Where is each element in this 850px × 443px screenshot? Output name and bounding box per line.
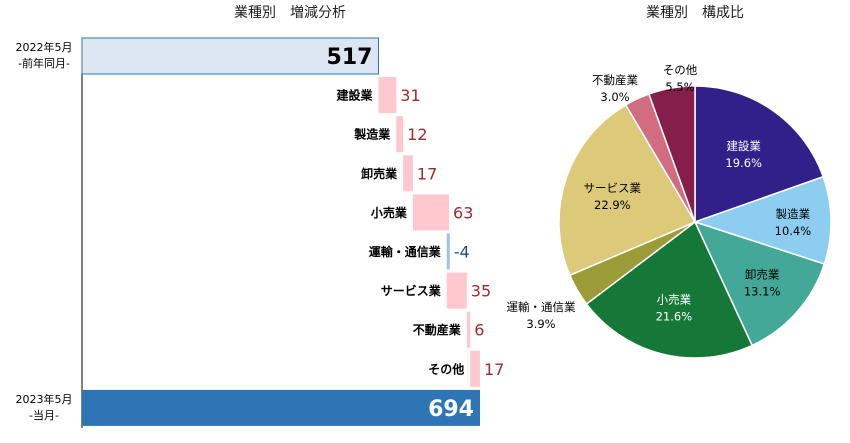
pie-category-label: その他	[663, 63, 698, 77]
pie-category-label: 不動産業	[592, 73, 638, 87]
pie-marks: 建設業 19.6% 製造業 10.4% 卸売業 13.1% 小売業 21.6% 運輸・通信業 3.…	[507, 63, 832, 359]
bar-start	[81, 37, 379, 75]
pie-percent-label: 3.9%	[526, 317, 555, 331]
pie-percent-label: 21.6%	[656, 309, 693, 323]
pie-category-label: 小売業	[657, 292, 692, 306]
bar-3	[403, 155, 413, 192]
delta-value-label: 31	[400, 86, 420, 105]
bar-4	[412, 194, 450, 231]
category-label: 製造業	[353, 127, 391, 142]
delta-value-label: 17	[417, 164, 437, 183]
pie-percent-label: 10.4%	[775, 224, 812, 238]
delta-value-label: 6	[474, 321, 484, 340]
category-label: 運輸・通信業	[369, 244, 442, 259]
pie-slice-3	[693, 220, 826, 347]
delta-value-label: 63	[453, 203, 473, 222]
waterfall-title: 業種別 増減分析	[234, 4, 346, 21]
pie-title: 業種別 構成比	[646, 5, 744, 21]
waterfall-marks: 517 建設業 31 製造業 12 卸売業 17 小売業 63 運輸・通信業 -4 サービス業 35 不動…	[81, 37, 504, 426]
pie-percent-label: 5.5%	[665, 80, 694, 94]
pie-category-label: 卸売業	[745, 268, 780, 282]
pie-percent-label: 13.1%	[744, 285, 781, 299]
bar-2	[396, 116, 404, 153]
delta-value-label: 12	[407, 125, 427, 144]
pie-percent-label: 3.0%	[600, 90, 629, 104]
end-period-sublabel: -当月-	[29, 408, 59, 422]
pie-slice-2	[692, 175, 832, 265]
category-label: 卸売業	[361, 166, 398, 181]
bar-end	[82, 389, 480, 426]
bar-8	[470, 350, 480, 387]
pie-slice-6	[558, 103, 697, 277]
bar-7	[466, 311, 471, 348]
delta-value-label: -4	[454, 243, 470, 262]
category-label: サービス業	[381, 283, 442, 298]
pie-category-label: 運輸・通信業	[507, 300, 576, 314]
pie-category-label: 建設業	[726, 139, 761, 153]
start-value-label: 517	[327, 45, 373, 70]
category-label: 小売業	[371, 205, 408, 220]
bar-1	[378, 77, 397, 114]
start-period-sublabel: -前年同月-	[18, 56, 70, 70]
pie-percent-label: 22.9%	[594, 198, 631, 212]
pie-slice-8	[647, 85, 696, 223]
pie-percent-label: 19.6%	[725, 156, 762, 170]
delta-value-label: 35	[471, 282, 491, 301]
pie-category-label: 製造業	[776, 207, 811, 221]
end-value-label: 694	[428, 397, 474, 422]
end-period-label: 2023年5月	[16, 392, 73, 406]
start-period-label: 2022年5月	[16, 40, 73, 54]
category-label: 不動産業	[413, 322, 462, 337]
bar-6	[446, 272, 467, 309]
delta-value-label: 17	[484, 360, 504, 379]
pie-category-label: サービス業	[584, 181, 642, 195]
category-label: 建設業	[335, 88, 373, 103]
category-label: その他	[428, 361, 464, 376]
pie-slice-4	[585, 220, 754, 359]
bar-5	[446, 233, 450, 270]
